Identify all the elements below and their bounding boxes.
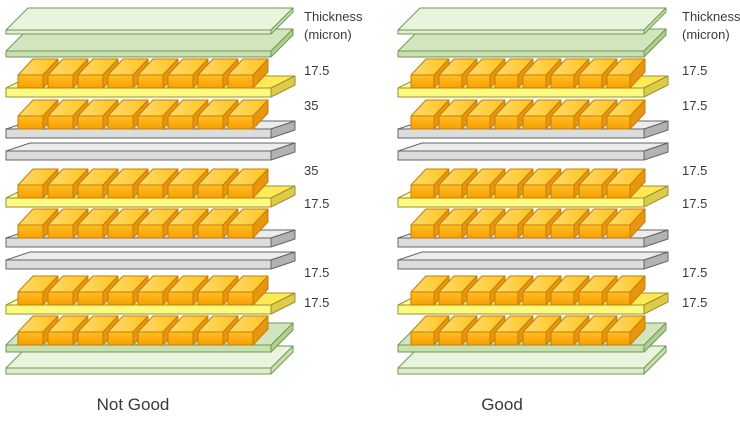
copper-block [47, 168, 89, 199]
stack-good [397, 7, 669, 375]
copper-block [578, 58, 618, 89]
stack-not-good [5, 7, 296, 375]
copper-row-prepreg-1 [17, 58, 269, 89]
copper-block [107, 168, 149, 199]
copper-block [438, 315, 478, 346]
copper-block [227, 168, 269, 199]
plate-core-2-lower [397, 251, 669, 270]
thickness-header-line2: (micron) [304, 27, 352, 42]
copper-row-core-1-upper [410, 99, 646, 130]
copper-block [466, 208, 506, 239]
copper-block [606, 58, 646, 89]
copper-block [522, 58, 562, 89]
copper-block [227, 208, 269, 239]
copper-block [606, 99, 646, 130]
copper-block [17, 208, 59, 239]
copper-block [167, 168, 209, 199]
thickness-header-right: Thickness (micron) [682, 8, 740, 44]
thickness-label-good-5: 17.5 [682, 265, 708, 280]
thickness-label-not-good-6: 17.5 [304, 295, 330, 310]
copper-row-cover-plate-bottom-inner [17, 315, 269, 346]
copper-block [107, 99, 149, 130]
copper-block [578, 208, 618, 239]
thickness-label-not-good-4: 17.5 [304, 196, 330, 211]
copper-block [47, 99, 89, 130]
copper-row-core-1-upper [17, 99, 269, 130]
plate-core-1-lower [397, 142, 669, 161]
thickness-header-line2: (micron) [682, 27, 730, 42]
thickness-label-good-2: 17.5 [682, 98, 708, 113]
thickness-label-good-3: 17.5 [682, 163, 708, 178]
thickness-label-not-good-5: 17.5 [304, 265, 330, 280]
thickness-label-not-good-1: 17.5 [304, 63, 330, 78]
copper-row-prepreg-2 [17, 168, 269, 199]
copper-block [606, 275, 646, 306]
copper-row-cover-plate-bottom-inner [410, 315, 646, 346]
plate-cover-plate-top-outer [397, 7, 667, 35]
copper-block [606, 168, 646, 199]
copper-row-core-2-upper [17, 208, 269, 239]
copper-block [606, 208, 646, 239]
thickness-header-line1: Thickness [682, 9, 740, 24]
thickness-header-left: Thickness (micron) [304, 8, 363, 44]
thickness-label-good-1: 17.5 [682, 63, 708, 78]
copper-block [197, 208, 239, 239]
copper-block [227, 315, 269, 346]
thickness-label-good-6: 17.5 [682, 295, 708, 310]
copper-block [578, 275, 618, 306]
copper-block [227, 99, 269, 130]
thickness-label-good-4: 17.5 [682, 196, 708, 211]
copper-block [227, 58, 269, 89]
copper-block [77, 208, 119, 239]
copper-row-prepreg-3 [410, 275, 646, 306]
copper-block [410, 168, 450, 199]
copper-block [227, 275, 269, 306]
copper-row-prepreg-3 [17, 275, 269, 306]
thickness-label-not-good-2: 35 [304, 98, 319, 113]
caption-good: Good [481, 395, 523, 414]
thickness-header-line1: Thickness [304, 9, 363, 24]
copper-block [466, 315, 506, 346]
copper-block [167, 315, 209, 346]
caption-not-good: Not Good [96, 395, 170, 414]
plate-cover-plate-top-outer [5, 7, 294, 35]
thickness-label-not-good-3: 35 [304, 163, 319, 178]
plate-core-2-lower [5, 251, 296, 270]
copper-block [606, 315, 646, 346]
copper-row-prepreg-1 [410, 58, 646, 89]
copper-block [77, 99, 119, 130]
copper-row-core-2-upper [410, 208, 646, 239]
copper-block [137, 275, 179, 306]
plate-core-1-lower [5, 142, 296, 161]
copper-row-prepreg-2 [410, 168, 646, 199]
copper-block [466, 99, 506, 130]
